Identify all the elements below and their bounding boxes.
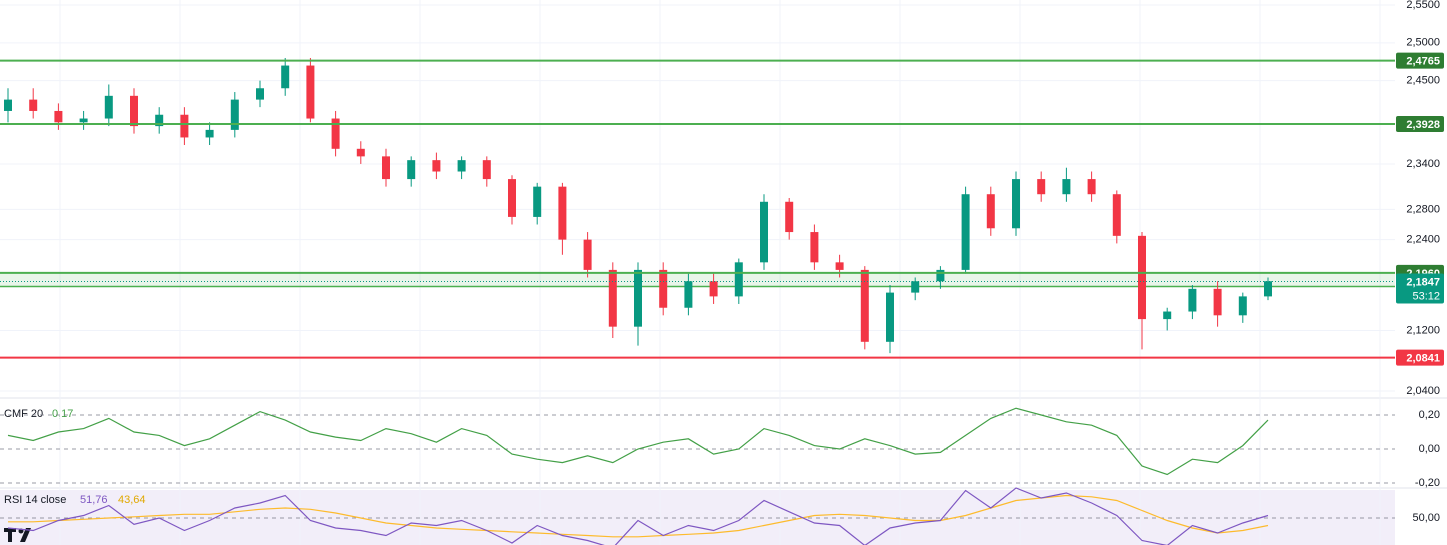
candle-body (1264, 281, 1272, 297)
candle-body (508, 179, 516, 217)
candle-body (1238, 296, 1247, 316)
candle-body (104, 95, 113, 119)
candle-body (180, 114, 189, 138)
rsi-line (7, 487, 1269, 545)
rsi-band (0, 490, 1395, 545)
candle-body (936, 269, 945, 282)
level-label-box (1396, 115, 1444, 132)
candle-body (659, 269, 668, 308)
candle-body (432, 160, 441, 172)
candle-body (130, 95, 138, 127)
candle-body (356, 148, 365, 157)
y-tick-label: 2,2400 (1406, 234, 1440, 246)
rsi-value: 51,76 (80, 494, 108, 506)
candle-body (407, 160, 416, 180)
candle-body (583, 239, 592, 270)
rsi-ma-value: 43,64 (118, 494, 146, 506)
level-label-box (1396, 52, 1444, 69)
candle-body (331, 118, 340, 149)
level-label: 2,3928 (1406, 119, 1440, 131)
candle-body (1062, 179, 1071, 195)
candle-body (760, 201, 768, 263)
candle-body (886, 292, 894, 342)
indicator-tick-label: 0,20 (1419, 409, 1440, 421)
candle-body (1112, 194, 1121, 236)
candle-body (533, 186, 542, 217)
candle-body (306, 65, 315, 119)
cmf-value: 0,17 (52, 408, 73, 420)
candle-body (281, 65, 290, 89)
level-label: 2,0841 (1406, 353, 1440, 365)
indicator-tick-label: 50,00 (1412, 512, 1440, 524)
candle-body (4, 99, 12, 111)
candle-body (482, 160, 491, 180)
candle-body (1138, 235, 1146, 320)
zone (0, 272, 1395, 287)
rsi-line (8, 494, 1269, 538)
candle-body (1188, 288, 1197, 312)
y-tick-label: 2,5500 (1406, 0, 1440, 11)
candle-body (734, 262, 743, 297)
candle-body (608, 269, 617, 327)
candle-body (860, 269, 869, 342)
candle-body (785, 201, 794, 233)
candle-body (230, 99, 239, 130)
candle-body (911, 281, 920, 293)
last-price-label: 2,1847 (1406, 276, 1440, 288)
rsi-name: RSI 14 close (4, 494, 66, 506)
level-label: 2,4765 (1406, 56, 1440, 68)
last-price-box (1396, 273, 1444, 304)
candle-body (684, 281, 693, 308)
candle-body (205, 129, 214, 138)
y-tick-label: 2,0400 (1406, 385, 1440, 397)
cmf-line (7, 407, 1269, 476)
cmf-name: CMF 20 (4, 408, 43, 420)
level-label-box (1396, 349, 1444, 366)
candle-body (1087, 179, 1096, 195)
indicator-tick-label: 0,00 (1419, 443, 1440, 455)
candle-body (1163, 311, 1172, 320)
candle-body (382, 156, 390, 180)
countdown: 53:12 (1412, 290, 1440, 302)
candle-body (79, 118, 88, 123)
candle-body (709, 281, 718, 297)
candle-body (835, 262, 844, 270)
candle-body (961, 194, 970, 270)
candle-body (634, 269, 642, 327)
y-tick-label: 2,2800 (1406, 203, 1440, 215)
y-tick-label: 2,3400 (1406, 158, 1440, 170)
candle-body (457, 160, 466, 172)
candle-body (558, 186, 567, 240)
candle-body (810, 232, 819, 263)
candle-body (986, 194, 995, 229)
candle-body (1037, 179, 1046, 195)
candle-body (155, 114, 164, 127)
candle-body (1213, 288, 1222, 316)
candle-body (54, 110, 63, 123)
candle-body (29, 99, 38, 111)
candle-body (256, 88, 264, 100)
y-tick-label: 2,1200 (1406, 324, 1440, 336)
y-tick-label: 2,4500 (1406, 75, 1440, 87)
y-tick-label: 2,5000 (1406, 37, 1440, 49)
indicator-tick-label: -0,20 (1415, 477, 1440, 489)
candle-body (1012, 179, 1020, 229)
